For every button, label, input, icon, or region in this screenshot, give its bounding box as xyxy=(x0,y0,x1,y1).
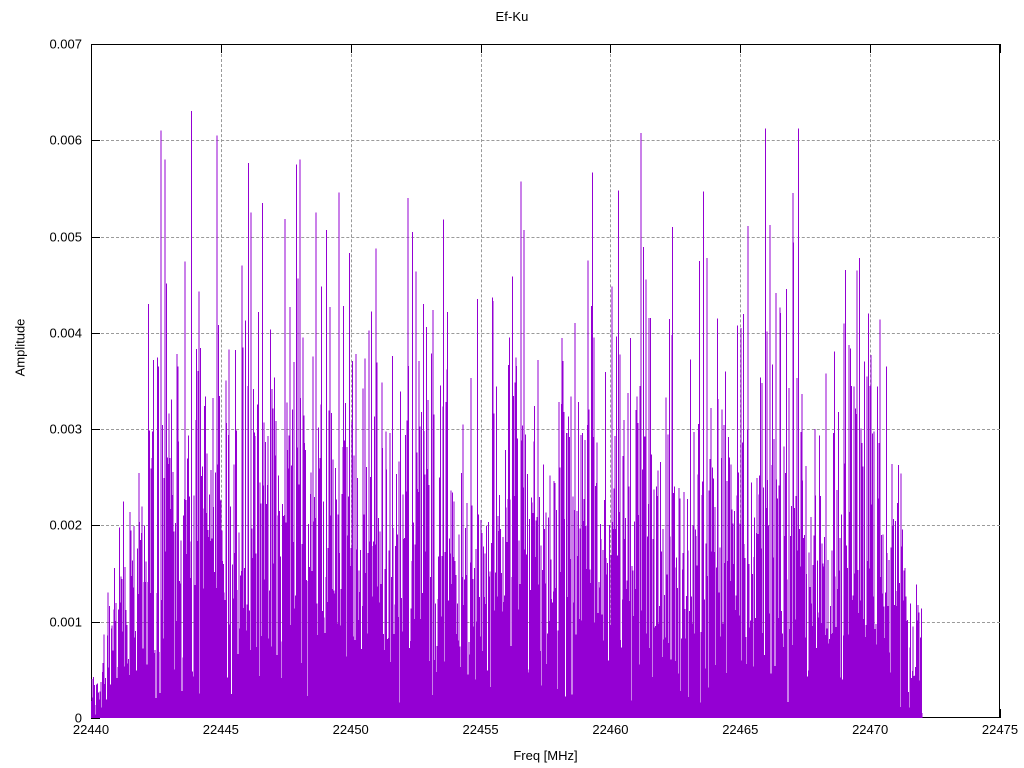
y-tick-mark xyxy=(91,44,100,45)
y-tick-mark xyxy=(91,718,100,719)
x-tick-mark xyxy=(610,44,612,53)
x-tick-label: 22445 xyxy=(202,722,239,737)
x-tick-mark xyxy=(480,44,482,53)
x-tick-label: 22450 xyxy=(332,722,369,737)
y-tick-mark xyxy=(91,525,100,527)
gridline-horizontal xyxy=(91,140,1000,142)
x-axis-title: Freq [MHz] xyxy=(513,748,578,763)
y-tick-label: 0.002 xyxy=(49,517,82,533)
x-tick-label: 22475 xyxy=(981,722,1019,737)
y-axis-title: Amplitude xyxy=(12,318,28,377)
y-tick-label: 0.001 xyxy=(49,614,82,630)
x-tick-mark xyxy=(1000,709,1001,718)
y-tick-label: 0.005 xyxy=(49,229,82,245)
y-tick-mark xyxy=(91,621,100,623)
gridline-vertical xyxy=(480,44,482,718)
x-tick-mark xyxy=(740,44,742,53)
y-tick-label: 0 xyxy=(74,710,82,726)
x-tick-mark xyxy=(350,44,352,53)
gridline-horizontal xyxy=(91,236,1000,238)
y-tick-label: 0.007 xyxy=(49,36,82,52)
data-series-impulses xyxy=(91,111,923,718)
x-tick-label: 22470 xyxy=(852,722,889,737)
spectrum-trace xyxy=(91,111,923,718)
gridline-vertical xyxy=(220,44,222,718)
x-tick-mark xyxy=(91,44,92,53)
y-tick-label: 0.006 xyxy=(49,132,82,148)
gridline-horizontal xyxy=(91,429,1000,431)
x-tick-mark xyxy=(870,44,872,53)
y-tick-mark xyxy=(91,332,100,334)
gridline-vertical xyxy=(610,44,612,718)
y-tick-label: 0.003 xyxy=(49,421,82,437)
x-tick-label: 22460 xyxy=(592,722,629,737)
y-tick-mark xyxy=(91,140,100,142)
y-tick-mark xyxy=(91,236,100,238)
x-tick-mark xyxy=(1000,44,1001,53)
gridline-horizontal xyxy=(91,332,1000,334)
gridline-vertical xyxy=(350,44,352,718)
y-tick-label: 0.004 xyxy=(49,325,82,341)
x-tick-mark xyxy=(220,44,222,53)
x-tick-label: 22440 xyxy=(72,722,110,737)
x-tick-label: 22455 xyxy=(462,722,499,737)
chart-title: Ef-Ku xyxy=(495,9,529,24)
x-tick-label: 22465 xyxy=(722,722,759,737)
y-tick-mark xyxy=(91,429,100,431)
